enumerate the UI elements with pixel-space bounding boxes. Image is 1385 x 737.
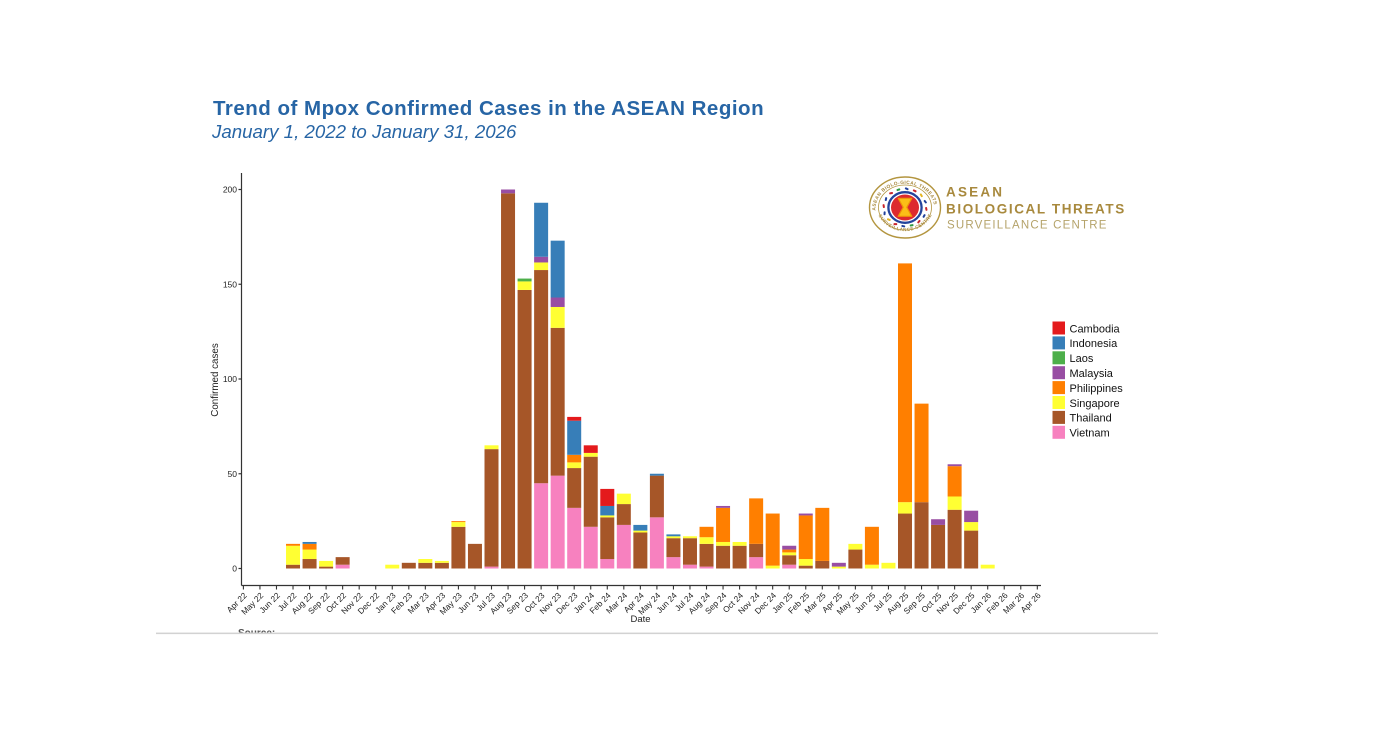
svg-text:150: 150 xyxy=(223,279,237,289)
svg-text:ASEAN: ASEAN xyxy=(946,185,1004,200)
svg-text:Indonesia: Indonesia xyxy=(1070,338,1119,350)
svg-text:Singapore: Singapore xyxy=(1070,398,1120,410)
svg-text:SURVEILLANCE CENTRE: SURVEILLANCE CENTRE xyxy=(947,220,1108,232)
svg-text:100: 100 xyxy=(223,374,237,384)
svg-text:Source:: Source: xyxy=(238,628,275,639)
svg-text:BIOLOGICAL THREATS: BIOLOGICAL THREATS xyxy=(946,202,1126,217)
svg-text:Philippines: Philippines xyxy=(1070,383,1124,395)
svg-text:Cambodia: Cambodia xyxy=(1070,323,1121,335)
svg-text:Confirmed cases: Confirmed cases xyxy=(210,343,221,417)
svg-text:Date: Date xyxy=(630,614,650,625)
svg-text:Laos: Laos xyxy=(1070,353,1094,365)
svg-text:50: 50 xyxy=(228,469,238,479)
svg-text:Malaysia: Malaysia xyxy=(1070,368,1114,380)
svg-text:0: 0 xyxy=(232,564,237,574)
svg-text:Trend of Mpox Confirmed Cases: Trend of Mpox Confirmed Cases in the ASE… xyxy=(213,97,764,120)
svg-text:Thailand: Thailand xyxy=(1070,413,1112,425)
svg-text:January 1, 2022 to January 31,: January 1, 2022 to January 31, 2026 xyxy=(211,121,517,142)
svg-text:Vietnam: Vietnam xyxy=(1070,428,1110,440)
svg-text:200: 200 xyxy=(223,185,237,195)
